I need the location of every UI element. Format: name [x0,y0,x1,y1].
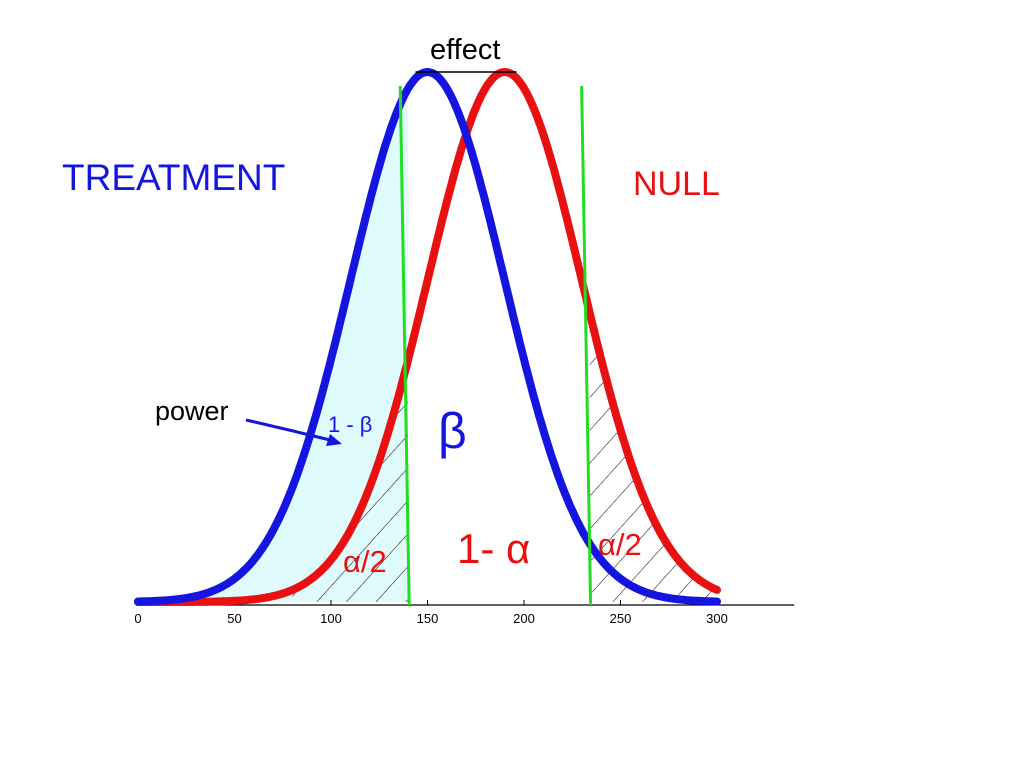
critical-line-2 [580,85,593,606]
alpha-half-left-label: α/2 [343,544,387,579]
critical-line-1 [398,85,411,606]
x-tick-label-0: 0 [134,611,141,626]
power-arrow [245,418,335,443]
one-minus-alpha-label: 1- α [457,525,531,572]
power-label: power [155,396,229,426]
x-tick-label-50: 50 [227,611,241,626]
null-label: NULL [633,165,720,203]
alpha-half-right-label: α/2 [598,527,642,562]
alpha-hatched-region-2 [589,312,717,602]
x-tick-label-150: 150 [417,611,439,626]
x-tick-label-300: 300 [706,611,728,626]
effect-label: effect [430,34,501,66]
beta-label: β [438,403,467,459]
x-tick-label-200: 200 [513,611,535,626]
power-arrowhead [326,434,342,446]
power-shaded-region [138,88,409,603]
null-curve [134,68,721,606]
x-tick-label-250: 250 [610,611,632,626]
alpha-hatched-region-1 [292,359,409,602]
x-tick-label-100: 100 [320,611,342,626]
treatment-label: TREATMENT [62,157,286,198]
one-minus-beta-label: 1 - β [328,412,373,437]
